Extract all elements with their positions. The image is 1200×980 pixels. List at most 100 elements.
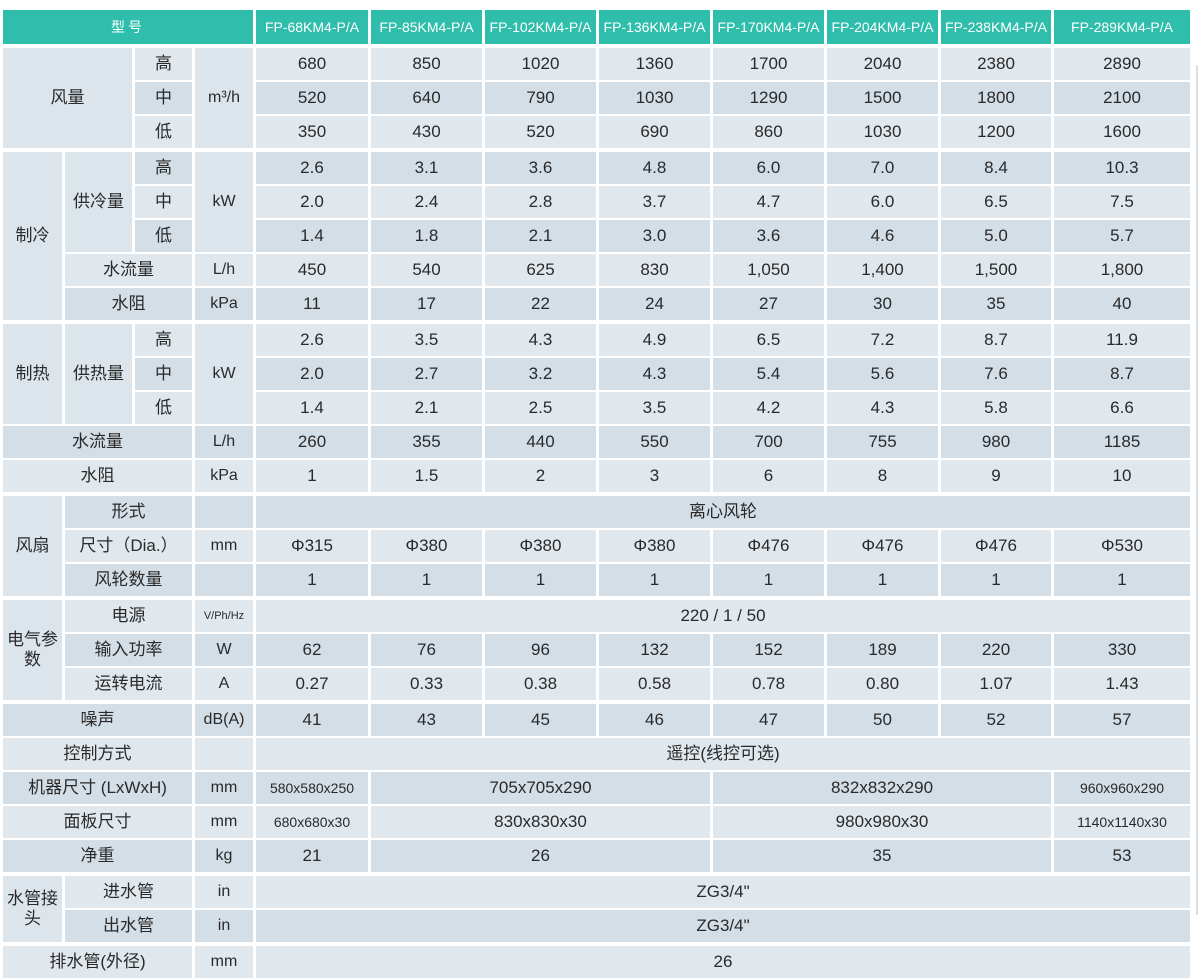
spec-value: 830 [596,252,713,288]
spec-value: 遥控(线控可选) [253,736,1193,772]
unit-label [192,492,256,530]
row-label: 低 [132,114,195,151]
spec-value: 3.6 [710,218,827,254]
spec-value: 625 [482,252,599,288]
spec-value: 3.0 [596,218,713,254]
spec-value: Φ380 [368,528,485,564]
row-label: 供热量 [62,320,135,426]
row-label: 高 [132,44,195,82]
spec-value: 680 [253,44,371,82]
spec-value: 2.1 [482,218,599,254]
spec-value: 96 [482,632,599,668]
spec-value: 3.6 [482,148,599,186]
row-label: 水流量 [62,252,195,288]
row-label: 排水管(外径) [0,942,195,980]
spec-value: 17 [368,286,485,323]
spec-value: 43 [368,700,485,738]
spec-value: 705x705x290 [368,770,713,806]
spec-value: 5.7 [1051,218,1193,254]
row-label: 低 [132,218,195,254]
spec-value: 1140x1140x30 [1051,804,1193,840]
row-label: 水阻 [62,286,195,323]
spec-value: 520 [253,80,371,116]
spec-value: 1.8 [368,218,485,254]
spec-value: 1 [710,562,827,599]
spec-value: 4.6 [824,218,941,254]
spec-value: 50 [824,700,941,738]
row-label: 噪声 [0,700,195,738]
unit-label [192,562,256,599]
spec-value: 690 [596,114,713,151]
spec-value: 8.7 [1051,356,1193,392]
unit-label: m³/h [192,44,256,151]
spec-value: 1,050 [710,252,827,288]
spec-value: 6.5 [710,320,827,358]
row-label: 制热 [0,320,65,426]
spec-value: 21 [253,838,371,875]
spec-value: 6.0 [710,148,827,186]
spec-value: 1030 [824,114,941,151]
spec-value: 8.7 [938,320,1054,358]
spec-value: Φ380 [596,528,713,564]
spec-value: 5.4 [710,356,827,392]
row-label: 输入功率 [62,632,195,668]
row-label: 进水管 [62,872,195,910]
model-header: FP-68KM4-P/A [253,8,371,47]
spec-value: 1800 [938,80,1054,116]
spec-value: 580x580x250 [253,770,371,806]
row-label: 风扇 [0,492,65,599]
spec-value: 1185 [1051,424,1193,460]
spec-value: 1,500 [938,252,1054,288]
spec-value: 1290 [710,80,827,116]
unit-label [192,736,256,772]
spec-value: 1.4 [253,390,371,426]
row-label: 风轮数量 [62,562,195,599]
unit-label: dB(A) [192,700,256,738]
unit-label: kW [192,320,256,426]
row-label: 水流量 [0,424,195,460]
spec-value: 4.9 [596,320,713,358]
spec-value: 3.5 [368,320,485,358]
spec-value: 2040 [824,44,941,82]
spec-value: 8.4 [938,148,1054,186]
spec-value: 1.07 [938,666,1054,703]
spec-value: 8 [824,458,941,495]
spec-value: 3.1 [368,148,485,186]
spec-value: 2380 [938,44,1054,82]
spec-value: 45 [482,700,599,738]
row-label: 风量 [0,44,135,151]
spec-value: 189 [824,632,941,668]
row-label: 控制方式 [0,736,195,772]
unit-label: W [192,632,256,668]
spec-value: 350 [253,114,371,151]
spec-value: 47 [710,700,827,738]
spec-value: 1 [482,562,599,599]
spec-value: 152 [710,632,827,668]
unit-label: mm [192,528,256,564]
spec-value: 0.27 [253,666,371,703]
spec-value: 2.1 [368,390,485,426]
unit-label: L/h [192,424,256,460]
unit-label: mm [192,770,256,806]
unit-label: mm [192,804,256,840]
unit-label: mm [192,942,256,980]
model-header: FP-289KM4-P/A [1051,8,1193,47]
model-header: FP-85KM4-P/A [368,8,485,47]
spec-value: Φ476 [824,528,941,564]
spec-value: 11.9 [1051,320,1193,358]
spec-value: 1 [253,458,371,495]
spec-value: 220 / 1 / 50 [253,596,1193,634]
spec-value: 5.0 [938,218,1054,254]
row-label: 中 [132,356,195,392]
spec-value: 1700 [710,44,827,82]
spec-value: 1 [253,562,371,599]
model-header: FP-102KM4-P/A [482,8,599,47]
spec-value: 540 [368,252,485,288]
spec-value: 35 [938,286,1054,323]
spec-value: 2.5 [482,390,599,426]
spec-value: 4.3 [482,320,599,358]
spec-value: 355 [368,424,485,460]
spec-value: 850 [368,44,485,82]
unit-label: kPa [192,458,256,495]
